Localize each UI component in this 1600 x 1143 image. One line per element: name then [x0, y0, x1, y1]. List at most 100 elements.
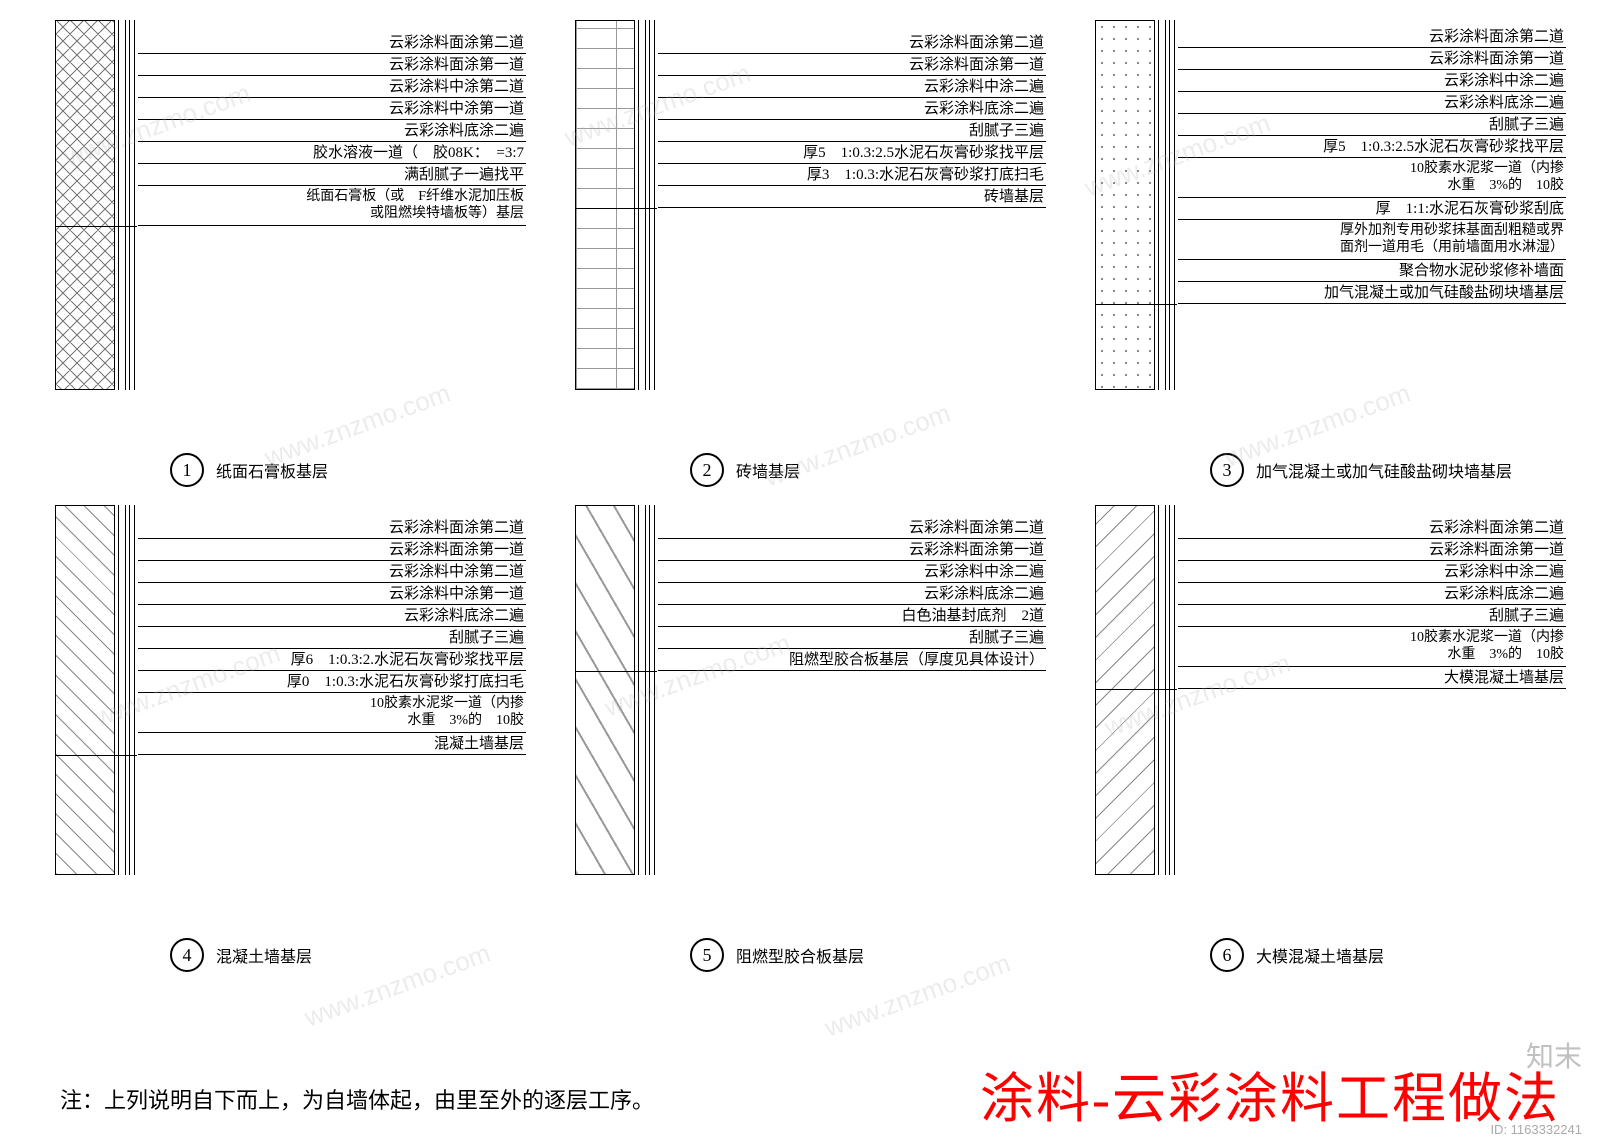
layer-label: 云彩涂料面涂第一道: [658, 539, 1046, 561]
finish-layer-lines: [118, 20, 126, 390]
layer-label: 云彩涂料中涂二遍: [1178, 70, 1566, 92]
layer-label: 云彩涂料底涂二遍: [1178, 92, 1566, 114]
brand-watermark: 知末: [1526, 1035, 1582, 1075]
detail-caption: 2 砖墙基层: [690, 453, 800, 487]
layer-label: 云彩涂料面涂第二道: [1178, 26, 1566, 48]
detail-number-icon: 6: [1210, 938, 1244, 972]
layer-label: 聚合物水泥砂浆修补墙面: [1178, 260, 1566, 282]
detail-cell: 云彩涂料面涂第二道云彩涂料面涂第一道云彩涂料中涂二遍云彩涂料底涂二遍刮腻子三遍厚…: [1070, 20, 1570, 495]
wall-section-diagram: 云彩涂料面涂第二道云彩涂料面涂第一道云彩涂料中涂第二道云彩涂料中涂第一道云彩涂料…: [30, 20, 530, 390]
layer-label: 云彩涂料中涂二遍: [658, 76, 1046, 98]
finish-layer-lines: [1169, 20, 1175, 390]
detail-caption-text: 阻燃型胶合板基层: [736, 943, 864, 967]
detail-cell: 云彩涂料面涂第二道云彩涂料面涂第一道云彩涂料中涂二遍云彩涂料底涂二遍白色油基封底…: [550, 505, 1050, 980]
footer-note: 注：上列说明自下而上，为自墙体起，由里至外的逐层工序。: [60, 1083, 654, 1115]
finish-layer-lines: [638, 20, 646, 390]
layer-labels: 云彩涂料面涂第二道云彩涂料面涂第一道云彩涂料中涂第二道云彩涂料中涂第一道云彩涂料…: [138, 517, 526, 755]
detail-caption-text: 加气混凝土或加气硅酸盐砌块墙基层: [1256, 458, 1512, 482]
layer-label: 云彩涂料面涂第一道: [138, 54, 526, 76]
detail-caption: 6大模混凝土墙基层: [1210, 938, 1384, 972]
layer-label: 刮腻子三遍: [1178, 114, 1566, 136]
wall-hatch: [1095, 505, 1155, 875]
layer-label: 厚5 1:0.3:2.5水泥石灰膏砂浆找平层: [658, 142, 1046, 164]
drawing-title: 涂料-云彩涂料工程做法: [980, 1054, 1560, 1133]
layer-label: 云彩涂料面涂第一道: [1178, 539, 1566, 561]
section-baseline: [1095, 304, 1177, 305]
id-line: ID: 1163332241: [1490, 1122, 1582, 1137]
layer-label: 砖墙基层: [658, 186, 1046, 208]
layer-labels: 云彩涂料面涂第二道云彩涂料面涂第一道云彩涂料中涂二遍云彩涂料底涂二遍刮腻子三遍厚…: [658, 32, 1046, 208]
wall-section-diagram: 云彩涂料面涂第二道云彩涂料面涂第一道云彩涂料中涂二遍云彩涂料底涂二遍刮腻子三遍厚…: [1070, 20, 1570, 390]
finish-layer-lines: [638, 505, 646, 875]
layer-labels: 云彩涂料面涂第二道云彩涂料面涂第一道云彩涂料中涂二遍云彩涂料底涂二遍白色油基封底…: [658, 517, 1046, 671]
layer-label: 云彩涂料面涂第二道: [658, 517, 1046, 539]
section-baseline: [55, 226, 137, 227]
finish-layer-lines: [1169, 505, 1175, 875]
section-baseline: [55, 755, 137, 756]
detail-caption-text: 砖墙基层: [736, 458, 800, 482]
layer-label: 云彩涂料面涂第二道: [658, 32, 1046, 54]
wall-hatch: [575, 505, 635, 875]
layer-label: 云彩涂料底涂二遍: [1178, 583, 1566, 605]
section-baseline: [575, 208, 657, 209]
detail-number-icon: 1: [170, 453, 204, 487]
layer-label: 厚外加剂专用砂浆抹基面刮粗糙或界面剂一道用毛（用前墙面用水淋湿）: [1178, 220, 1566, 260]
layer-label: 云彩涂料中涂第一道: [138, 98, 526, 120]
finish-layer-lines: [649, 505, 655, 875]
layer-label: 加气混凝土或加气硅酸盐砌块墙基层: [1178, 282, 1566, 304]
detail-cell: 云彩涂料面涂第二道云彩涂料面涂第一道云彩涂料中涂第二道云彩涂料中涂第一道云彩涂料…: [30, 20, 530, 495]
detail-caption-text: 纸面石膏板基层: [216, 458, 328, 482]
finish-layer-lines: [129, 20, 135, 390]
detail-number-icon: 5: [690, 938, 724, 972]
layer-label: 厚 1:1:水泥石灰膏砂浆刮底: [1178, 198, 1566, 220]
layer-label: 刮腻子三遍: [138, 627, 526, 649]
layer-label: 纸面石膏板（或 F纤维水泥加压板或阻燃埃特墙板等）基层: [138, 186, 526, 226]
wall-section-diagram: 云彩涂料面涂第二道云彩涂料面涂第一道云彩涂料中涂二遍云彩涂料底涂二遍刮腻子三遍厚…: [550, 20, 1050, 390]
finish-layer-lines: [649, 20, 655, 390]
wall-hatch: [55, 20, 115, 390]
detail-number-icon: 3: [1210, 453, 1244, 487]
layer-label: 刮腻子三遍: [658, 627, 1046, 649]
detail-caption: 4 混凝土墙基层: [170, 938, 312, 972]
layer-label: 刮腻子三遍: [658, 120, 1046, 142]
wall-hatch: [575, 20, 635, 390]
finish-layer-lines: [129, 505, 135, 875]
layer-label: 满刮腻子一遍找平: [138, 164, 526, 186]
layer-label: 厚6 1:0.3:2.水泥石灰膏砂浆找平层: [138, 649, 526, 671]
layer-label: 云彩涂料面涂第二道: [138, 32, 526, 54]
layer-label: 云彩涂料底涂二遍: [658, 98, 1046, 120]
layer-label: 云彩涂料面涂第一道: [138, 539, 526, 561]
wall-hatch: [1095, 20, 1155, 390]
layer-label: 云彩涂料中涂第二道: [138, 76, 526, 98]
layer-label: 胶水溶液一道（ 胶08K： =3:7: [138, 142, 526, 164]
wall-section-diagram: 云彩涂料面涂第二道云彩涂料面涂第一道云彩涂料中涂二遍云彩涂料底涂二遍白色油基封底…: [550, 505, 1050, 875]
detail-caption: 1 纸面石膏板基层: [170, 453, 328, 487]
layer-label: 混凝土墙基层: [138, 733, 526, 755]
finish-layer-lines: [118, 505, 126, 875]
detail-number-icon: 4: [170, 938, 204, 972]
detail-cell: 云彩涂料面涂第二道云彩涂料面涂第一道云彩涂料中涂二遍云彩涂料底涂二遍刮腻子三遍厚…: [550, 20, 1050, 495]
layer-label: 云彩涂料面涂第一道: [1178, 48, 1566, 70]
detail-cell: 云彩涂料面涂第二道云彩涂料面涂第一道云彩涂料中涂第二道云彩涂料中涂第一道云彩涂料…: [30, 505, 530, 980]
layer-label: 云彩涂料面涂第二道: [138, 517, 526, 539]
finish-layer-lines: [1158, 20, 1166, 390]
layer-label: 10胶素水泥浆一道（内掺水重 3%的 10胶: [138, 693, 526, 733]
layer-label: 阻燃型胶合板基层（厚度见具体设计）: [658, 649, 1046, 671]
detail-number-icon: 2: [690, 453, 724, 487]
detail-caption: 3 加气混凝土或加气硅酸盐砌块墙基层: [1210, 453, 1512, 487]
section-baseline: [1095, 689, 1177, 690]
detail-caption-text: 混凝土墙基层: [216, 943, 312, 967]
wall-hatch: [55, 505, 115, 875]
layer-label: 云彩涂料面涂第一道: [658, 54, 1046, 76]
layer-label: 云彩涂料中涂第二道: [138, 561, 526, 583]
layer-label: 云彩涂料底涂二遍: [138, 120, 526, 142]
layer-labels: 云彩涂料面涂第二道云彩涂料面涂第一道云彩涂料中涂二遍云彩涂料底涂二遍刮腻子三遍1…: [1178, 517, 1566, 689]
layer-label: 云彩涂料中涂二遍: [1178, 561, 1566, 583]
layer-labels: 云彩涂料面涂第二道云彩涂料面涂第一道云彩涂料中涂第二道云彩涂料中涂第一道云彩涂料…: [138, 32, 526, 226]
wall-section-diagram: 云彩涂料面涂第二道云彩涂料面涂第一道云彩涂料中涂第二道云彩涂料中涂第一道云彩涂料…: [30, 505, 530, 875]
layer-label: 厚5 1:0.3:2.5水泥石灰膏砂浆找平层: [1178, 136, 1566, 158]
layer-label: 云彩涂料中涂第一道: [138, 583, 526, 605]
details-grid: 云彩涂料面涂第二道云彩涂料面涂第一道云彩涂料中涂第二道云彩涂料中涂第一道云彩涂料…: [30, 20, 1570, 980]
detail-caption: 5 阻燃型胶合板基层: [690, 938, 864, 972]
layer-label: 大模混凝土墙基层: [1178, 667, 1566, 689]
